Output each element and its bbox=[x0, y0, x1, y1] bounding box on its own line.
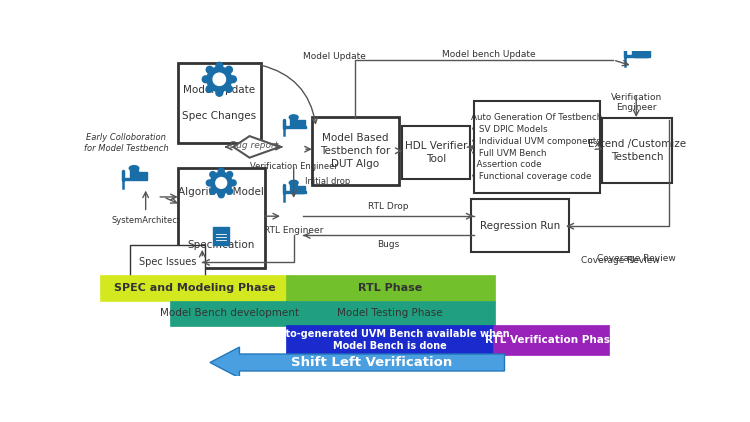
Circle shape bbox=[632, 42, 641, 48]
Ellipse shape bbox=[213, 73, 226, 85]
FancyBboxPatch shape bbox=[298, 120, 305, 126]
Circle shape bbox=[129, 165, 139, 171]
Ellipse shape bbox=[226, 66, 232, 73]
Ellipse shape bbox=[210, 188, 216, 194]
FancyBboxPatch shape bbox=[284, 192, 306, 193]
Text: Model Based
Testbench for
DUT Algo: Model Based Testbench for DUT Algo bbox=[320, 133, 391, 169]
FancyBboxPatch shape bbox=[470, 199, 569, 252]
Ellipse shape bbox=[202, 76, 209, 83]
FancyBboxPatch shape bbox=[100, 274, 290, 301]
FancyBboxPatch shape bbox=[602, 118, 672, 183]
Text: Regression Run: Regression Run bbox=[480, 221, 560, 231]
Ellipse shape bbox=[210, 172, 216, 178]
Text: Model bench Update: Model bench Update bbox=[442, 50, 536, 59]
FancyBboxPatch shape bbox=[632, 47, 640, 56]
Text: Early Colloboration
for Model Testbench: Early Colloboration for Model Testbench bbox=[84, 133, 169, 153]
FancyBboxPatch shape bbox=[625, 55, 650, 57]
FancyBboxPatch shape bbox=[170, 301, 290, 326]
FancyBboxPatch shape bbox=[290, 184, 297, 192]
Circle shape bbox=[290, 180, 298, 185]
Circle shape bbox=[290, 115, 298, 120]
Text: HDL Verifier
Tool: HDL Verifier Tool bbox=[405, 141, 467, 164]
Text: Coverage Review: Coverage Review bbox=[581, 256, 660, 265]
Text: Algorithm Model



Specification: Algorithm Model Specification bbox=[178, 187, 264, 249]
Text: Verification
Engineer: Verification Engineer bbox=[610, 93, 662, 112]
Ellipse shape bbox=[206, 86, 213, 92]
Text: Model Update

Spec Changes: Model Update Spec Changes bbox=[182, 85, 256, 121]
Text: RTL Phase: RTL Phase bbox=[358, 283, 422, 293]
Ellipse shape bbox=[216, 89, 223, 96]
Ellipse shape bbox=[226, 188, 232, 194]
Ellipse shape bbox=[206, 66, 213, 73]
FancyBboxPatch shape bbox=[123, 178, 147, 179]
Text: Bug report: Bug report bbox=[230, 141, 278, 150]
Text: Initial drop: Initial drop bbox=[305, 177, 350, 186]
Text: RTL Drop: RTL Drop bbox=[368, 202, 409, 211]
Ellipse shape bbox=[211, 172, 232, 194]
Text: Verification Engineer: Verification Engineer bbox=[250, 162, 338, 171]
Polygon shape bbox=[210, 347, 505, 378]
Text: SystemArchitect: SystemArchitect bbox=[111, 216, 180, 225]
Text: Model Update: Model Update bbox=[302, 52, 365, 61]
Ellipse shape bbox=[218, 168, 224, 174]
Polygon shape bbox=[233, 136, 280, 158]
Ellipse shape bbox=[218, 192, 224, 198]
FancyBboxPatch shape bbox=[284, 126, 306, 128]
Ellipse shape bbox=[206, 180, 212, 186]
FancyBboxPatch shape bbox=[178, 63, 261, 143]
Text: RTL Engineer: RTL Engineer bbox=[264, 226, 323, 235]
Text: Coverage Review: Coverage Review bbox=[597, 254, 676, 263]
FancyBboxPatch shape bbox=[130, 245, 206, 279]
Text: Spec Issues: Spec Issues bbox=[139, 257, 196, 268]
FancyBboxPatch shape bbox=[290, 119, 297, 126]
Ellipse shape bbox=[216, 178, 226, 188]
FancyBboxPatch shape bbox=[286, 301, 494, 326]
FancyBboxPatch shape bbox=[641, 49, 650, 55]
FancyBboxPatch shape bbox=[474, 101, 600, 193]
FancyBboxPatch shape bbox=[312, 117, 399, 186]
FancyBboxPatch shape bbox=[178, 168, 265, 268]
Text: SPEC and Modeling Phase: SPEC and Modeling Phase bbox=[114, 283, 275, 293]
Text: RTL Verification Phase: RTL Verification Phase bbox=[484, 335, 616, 345]
Ellipse shape bbox=[226, 86, 232, 92]
FancyBboxPatch shape bbox=[139, 171, 147, 178]
Text: Auto Generation Of Testbench
• SV DPIC Models
• Individual UVM components
• Full: Auto Generation Of Testbench • SV DPIC M… bbox=[471, 113, 602, 181]
FancyBboxPatch shape bbox=[493, 325, 608, 355]
FancyBboxPatch shape bbox=[286, 274, 494, 301]
FancyBboxPatch shape bbox=[298, 186, 305, 192]
Text: Model Bench development: Model Bench development bbox=[160, 308, 298, 318]
Ellipse shape bbox=[226, 172, 232, 178]
FancyBboxPatch shape bbox=[130, 170, 138, 178]
FancyBboxPatch shape bbox=[286, 325, 494, 355]
Text: Shift Left Verification: Shift Left Verification bbox=[291, 356, 452, 369]
Ellipse shape bbox=[207, 67, 232, 92]
Ellipse shape bbox=[230, 76, 236, 83]
Text: Auto-generated UVM Bench available when
Model Bench is done: Auto-generated UVM Bench available when … bbox=[271, 329, 509, 351]
Text: Extend /Customize
Testbench: Extend /Customize Testbench bbox=[588, 139, 686, 162]
FancyBboxPatch shape bbox=[403, 126, 470, 179]
FancyBboxPatch shape bbox=[213, 227, 229, 245]
Ellipse shape bbox=[216, 62, 223, 69]
Text: Bugs: Bugs bbox=[377, 240, 399, 249]
Text: Model Testing Phase: Model Testing Phase bbox=[338, 308, 443, 318]
Ellipse shape bbox=[230, 180, 236, 186]
